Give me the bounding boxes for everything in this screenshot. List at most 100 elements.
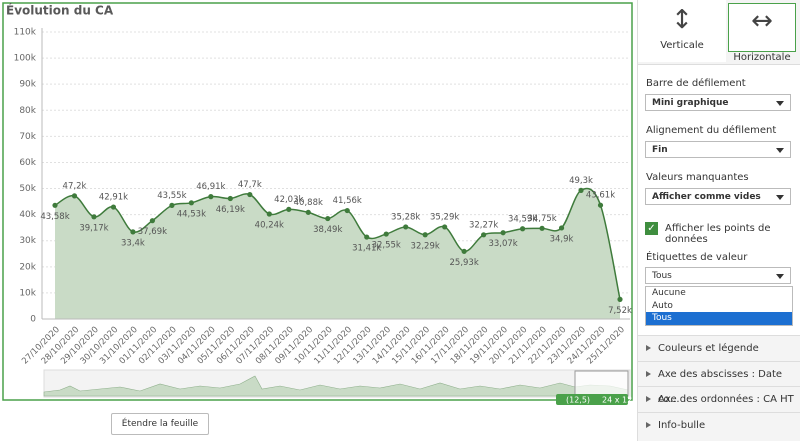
minimap-window[interactable] — [574, 370, 629, 397]
dropdown-option[interactable]: Tous — [646, 312, 792, 325]
data-label: 43,61k — [586, 191, 615, 201]
area — [55, 188, 620, 319]
data-label: 31,41k — [352, 244, 381, 254]
collapsed-section[interactable]: Axe des ordonnées : CA HT — [638, 386, 800, 411]
data-label: 46,19k — [216, 205, 245, 215]
data-point — [110, 204, 117, 210]
dropdown[interactable]: Fin — [645, 141, 791, 158]
badge-position: (12,5) — [566, 396, 590, 405]
data-point — [461, 248, 467, 254]
data-point — [305, 209, 311, 215]
checkbox[interactable]: ✓ — [645, 222, 658, 235]
data-point — [325, 215, 331, 222]
data-label: 47,2k — [63, 181, 87, 191]
data-point — [442, 224, 448, 230]
data-point — [208, 194, 214, 200]
expand-label: Étendre la feuille — [121, 419, 199, 429]
data-point — [286, 206, 292, 212]
data-point — [597, 202, 604, 208]
checkbox-label: Afficher les points de données — [665, 223, 771, 245]
data-point — [364, 234, 370, 240]
data-label: 38,49k — [313, 225, 342, 235]
y-tick-label: 30k — [19, 236, 36, 246]
data-label: 46,91k — [196, 182, 225, 192]
data-label: 35,28k — [391, 212, 420, 222]
y-tick-label: 60k — [19, 158, 36, 168]
data-point — [519, 226, 526, 232]
data-point — [481, 232, 487, 238]
chart: Évolution du CA (12,5) 24 x 12 0 10k 20k 30… — [2, 2, 633, 405]
data-label: 34,75k — [527, 214, 556, 224]
data-label: 37,69k — [138, 227, 167, 237]
data-label: 42,03k — [274, 195, 303, 205]
data-label: 34,59k — [508, 214, 537, 224]
collapsed-section[interactable]: Info-bulle — [638, 411, 800, 437]
field-label: Barre de défilement — [646, 78, 746, 89]
y-tick-label: 70k — [19, 132, 36, 142]
y-tick-label: 110k — [14, 28, 37, 38]
data-label: 43,55k — [157, 191, 186, 201]
data-label: 42,91k — [99, 193, 128, 203]
data-point — [188, 200, 194, 206]
dropdown[interactable]: Mini graphique — [645, 94, 791, 111]
data-point — [91, 214, 97, 220]
data-label: 44,53k — [177, 209, 206, 219]
properties-panel: ↕ Verticale ↔ Horizontale Barre de défile… — [637, 0, 800, 441]
data-point — [383, 231, 389, 237]
orientation-horizontal[interactable]: ↔ — [728, 3, 796, 52]
data-label: 32,55k — [372, 241, 401, 251]
data-label: 40,24k — [255, 221, 284, 231]
data-label: 35,29k — [430, 212, 459, 222]
data-label: 25,93k — [450, 258, 479, 268]
data-point — [130, 229, 136, 235]
data-label: 32,29k — [411, 241, 440, 251]
selection-frame — [2, 2, 633, 401]
data-label: 40,88k — [294, 198, 323, 208]
dropdown[interactable]: Tous — [645, 267, 791, 284]
badge-size: 24 x 12 — [602, 396, 632, 405]
y-tick-label: 90k — [19, 80, 36, 90]
size-badge — [556, 394, 628, 405]
y-tick-label: 50k — [19, 184, 36, 194]
data-point — [149, 218, 156, 224]
data-label: 41,56k — [333, 196, 362, 206]
y-tick-label: 20k — [19, 262, 36, 272]
orientation-label: Horizontale — [733, 52, 791, 63]
data-point — [52, 202, 58, 208]
plot: 0 10k 20k 30k 40k 50k 60k 70k 80k 90k 100k 110k 43,5… — [14, 28, 632, 367]
field-label: Valeurs manquantes — [646, 172, 749, 183]
data-point — [558, 225, 565, 231]
orientation-label: Verticale — [660, 40, 704, 51]
dropdown[interactable]: Afficher comme vides — [645, 188, 791, 205]
y-tick-label: 100k — [14, 54, 37, 64]
data-label: 49,3k — [569, 176, 593, 186]
field-label: Alignement du défilement — [646, 125, 777, 136]
dropdown-option[interactable]: Aucune — [652, 288, 686, 298]
data-point — [617, 296, 623, 302]
data-point — [71, 193, 78, 199]
dropdown-option[interactable]: Auto — [652, 300, 673, 311]
data-point — [344, 207, 350, 214]
y-tick-label: 80k — [19, 106, 36, 116]
y-tick-label: 10k — [19, 288, 36, 298]
field-label: Étiquettes de valeur — [646, 252, 748, 263]
data-label: 7,52k — [608, 306, 632, 316]
data-point — [227, 195, 233, 202]
data-point — [403, 224, 409, 230]
collapsed-section[interactable]: Couleurs et légende — [638, 335, 800, 360]
data-point — [500, 230, 506, 236]
y-tick-label: 40k — [19, 210, 36, 220]
data-label: 33,4k — [121, 238, 145, 248]
expand-button[interactable]: Étendre la feuille — [111, 413, 209, 435]
orientation-vertical[interactable]: ↕ Verticale — [638, 0, 726, 62]
chart-title: Évolution du CA — [6, 3, 114, 18]
data-point — [539, 225, 545, 231]
data-label: 43,58k — [40, 212, 69, 222]
data-point — [266, 211, 272, 217]
collapsed-section[interactable]: Axe des abscisses : Date co… — [638, 360, 800, 405]
data-point — [578, 187, 584, 193]
y-tick-label: 0 — [30, 315, 36, 325]
data-point — [247, 191, 253, 198]
data-point — [422, 232, 428, 238]
